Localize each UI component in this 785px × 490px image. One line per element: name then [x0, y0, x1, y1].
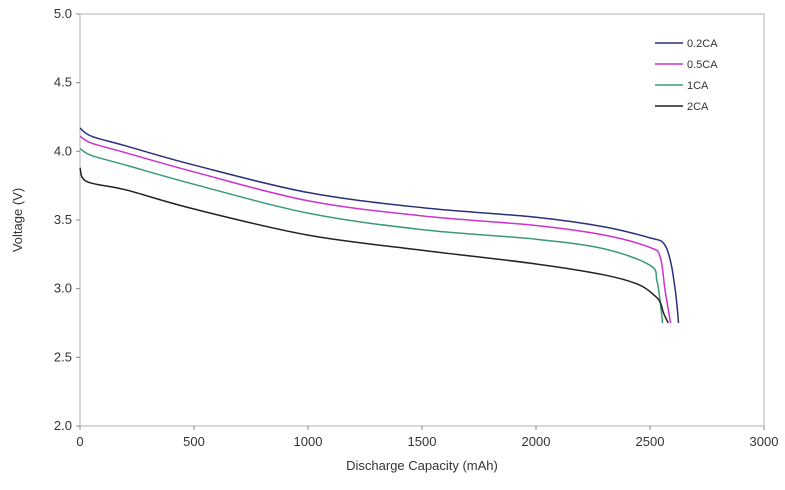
y-tick-label: 4.0	[54, 143, 72, 158]
y-tick-label: 2.5	[54, 349, 72, 364]
legend-label: 2CA	[687, 101, 709, 113]
legend-label: 1CA	[687, 80, 709, 92]
y-tick-label: 4.5	[54, 75, 72, 90]
y-tick-label: 2.0	[54, 418, 72, 433]
x-tick-label: 1000	[294, 434, 323, 449]
series-line-0.5ca	[79, 135, 672, 324]
y-axis: 2.0 2.5 3.0 3.5 4.0 4.5 5.0	[54, 6, 80, 433]
x-tick-label: 1500	[408, 434, 437, 449]
legend-label: 0.5CA	[687, 59, 718, 71]
y-tick-label: 5.0	[54, 6, 72, 21]
x-tick-label: 0	[76, 434, 83, 449]
plot-area	[79, 13, 765, 427]
x-tick-label: 2000	[522, 434, 551, 449]
y-tick-label: 3.5	[54, 212, 72, 227]
x-tick-label: 2500	[636, 434, 665, 449]
x-axis: 0 500 1000 1500 2000 2500 3000	[76, 426, 778, 449]
series-line-1ca	[79, 147, 664, 324]
series-layer	[79, 127, 680, 324]
series-line-0.2ca	[79, 127, 680, 324]
y-axis-title: Voltage (V)	[10, 188, 25, 252]
series-line-2ca	[79, 167, 669, 324]
x-tick-label: 3000	[750, 434, 779, 449]
x-tick-label: 500	[183, 434, 205, 449]
x-axis-title: Discharge Capacity (mAh)	[346, 458, 498, 473]
legend-label: 0.2CA	[687, 38, 718, 50]
y-tick-label: 3.0	[54, 281, 72, 296]
legend: 0.2CA 0.5CA 1CA 2CA	[655, 38, 718, 113]
